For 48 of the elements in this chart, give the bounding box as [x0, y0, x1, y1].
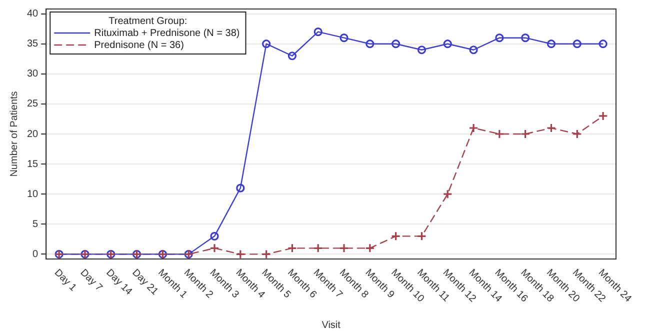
point: [418, 232, 426, 240]
point: [288, 52, 297, 60]
point: [236, 250, 244, 258]
legend-title: Treatment Group:: [108, 16, 188, 27]
point: [262, 40, 271, 48]
legend-label: Prednisone (N = 36): [94, 40, 184, 51]
point: [210, 232, 219, 240]
point: [366, 244, 374, 252]
y-tick-label: 20: [27, 128, 39, 140]
point: [236, 184, 245, 192]
point: [599, 112, 608, 120]
point: [469, 46, 478, 54]
point: [443, 40, 452, 48]
point: [598, 40, 608, 48]
y-tick-label: 5: [32, 218, 39, 230]
y-tick-label: 35: [27, 38, 39, 50]
point: [288, 244, 296, 252]
point: [521, 130, 530, 138]
point: [314, 244, 322, 252]
point: [495, 34, 504, 42]
point: [546, 40, 556, 48]
point: [572, 40, 582, 48]
point: [392, 40, 400, 48]
point: [444, 190, 452, 198]
legend-label: Rituximab + Prednisone (N = 38): [94, 28, 240, 39]
point: [470, 124, 478, 132]
point: [495, 130, 504, 138]
y-axis-title: Number of Patients: [8, 91, 20, 177]
point: [262, 250, 270, 258]
point: [521, 34, 530, 42]
y-tick-label: 15: [27, 158, 39, 170]
point: [417, 46, 426, 54]
point: [314, 28, 322, 36]
y-tick-label: 0: [32, 248, 39, 260]
point: [210, 244, 218, 252]
point: [573, 130, 582, 138]
x-tick-label: Day 1: [52, 267, 79, 294]
point: [392, 232, 400, 240]
y-tick-label: 25: [27, 98, 39, 110]
y-tick-label: 40: [27, 8, 39, 20]
point: [366, 40, 374, 48]
point: [547, 124, 556, 132]
point: [340, 244, 348, 252]
y-tick-label: 10: [27, 188, 39, 200]
x-tick-label: Day 7: [78, 267, 104, 294]
y-tick-label: 30: [27, 68, 39, 80]
x-axis-title: Visit: [322, 320, 341, 331]
point: [340, 34, 348, 42]
